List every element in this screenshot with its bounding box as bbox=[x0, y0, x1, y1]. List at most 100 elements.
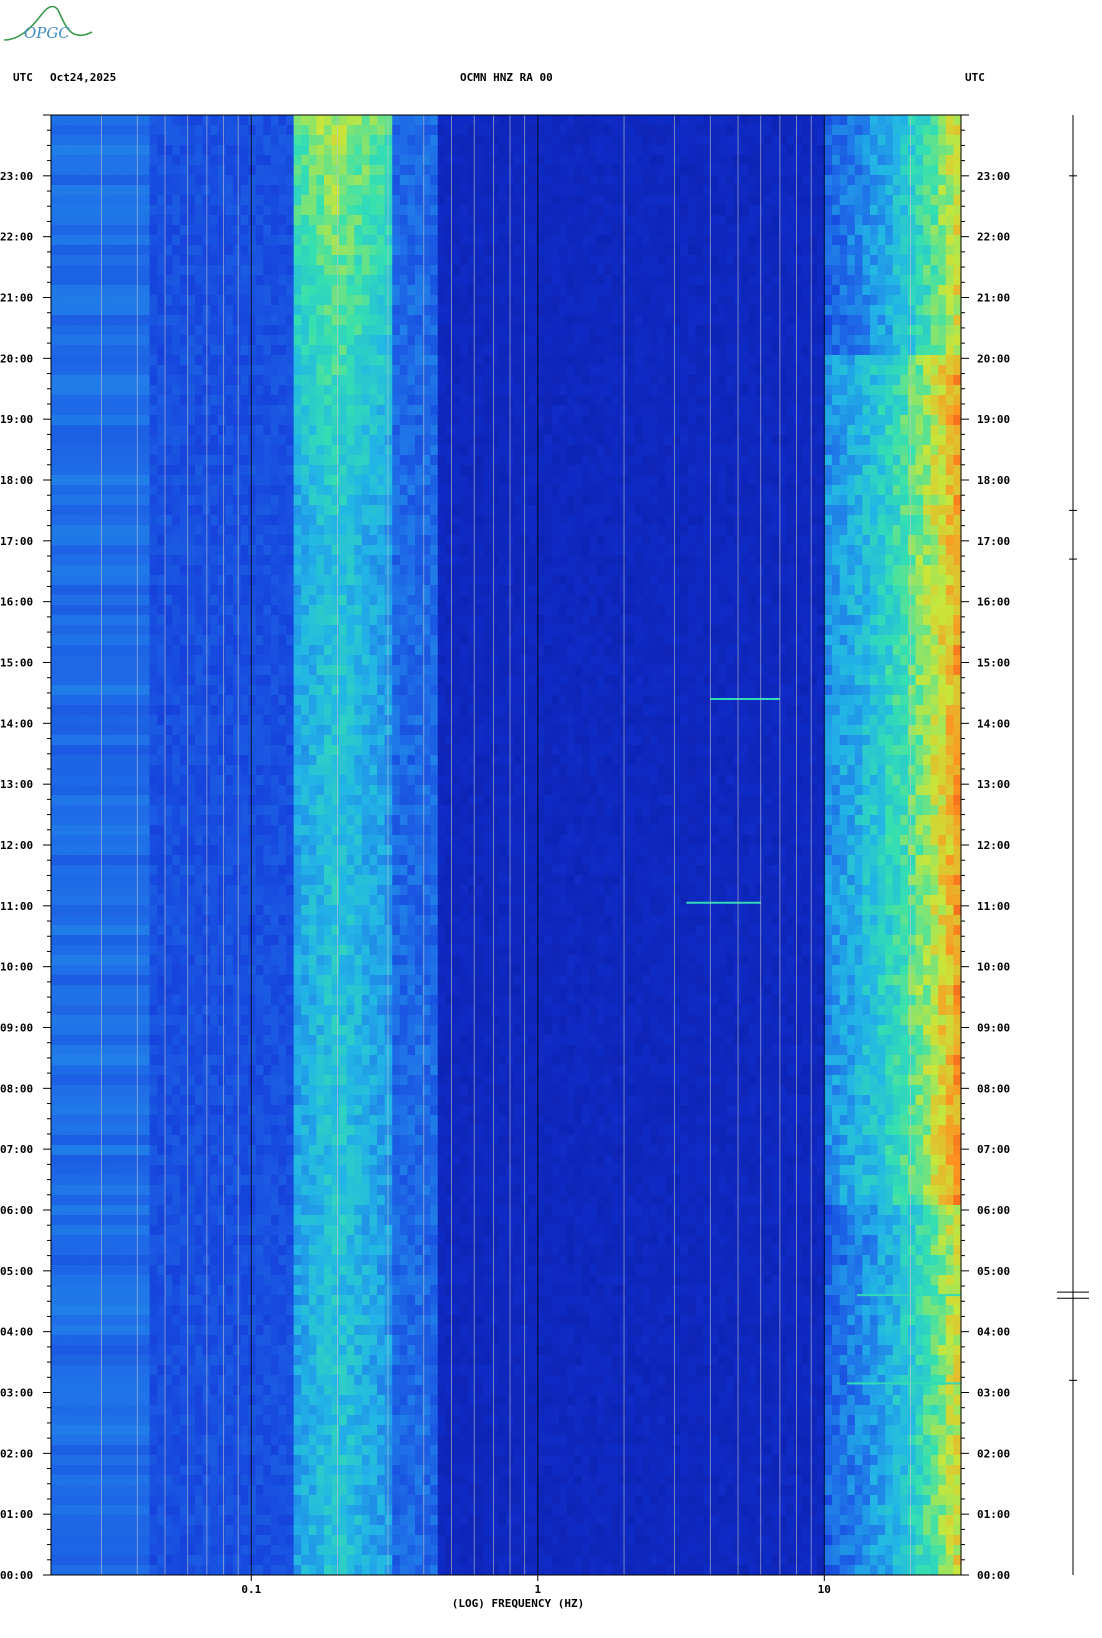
heatmap-cell bbox=[279, 545, 287, 555]
heatmap-cell bbox=[157, 245, 165, 255]
heatmap-cell bbox=[248, 1395, 256, 1405]
heatmap-cell bbox=[81, 245, 89, 255]
heatmap-cell bbox=[271, 385, 279, 395]
heatmap-cell bbox=[271, 1235, 279, 1245]
heatmap-cell bbox=[218, 785, 226, 795]
heatmap-cell bbox=[301, 1415, 309, 1425]
heatmap-cell bbox=[256, 185, 264, 195]
heatmap-cell bbox=[233, 1405, 241, 1415]
heatmap-cell bbox=[195, 255, 203, 265]
heatmap-cell bbox=[134, 1025, 142, 1035]
heatmap-cell bbox=[256, 1255, 264, 1265]
heatmap-cell bbox=[188, 995, 196, 1005]
heatmap-cell bbox=[51, 1015, 59, 1025]
heatmap-cell bbox=[112, 1295, 120, 1305]
heatmap-cell bbox=[89, 1025, 97, 1035]
heatmap-cell bbox=[51, 545, 59, 555]
heatmap-cell bbox=[119, 1095, 127, 1105]
heatmap-cell bbox=[218, 725, 226, 735]
heatmap-cell bbox=[66, 1455, 74, 1465]
heatmap-cell bbox=[248, 235, 256, 245]
heatmap-cell bbox=[134, 1185, 142, 1195]
heatmap-cell bbox=[66, 705, 74, 715]
heatmap-cell bbox=[225, 1385, 233, 1395]
heatmap-cell bbox=[59, 1115, 67, 1125]
heatmap-cell bbox=[119, 1385, 127, 1395]
heatmap-cell bbox=[119, 1075, 127, 1085]
heatmap-cell bbox=[157, 1295, 165, 1305]
heatmap-cell bbox=[165, 395, 173, 405]
heatmap-cell bbox=[119, 545, 127, 555]
heatmap-cell bbox=[127, 1475, 135, 1485]
heatmap-cell bbox=[188, 1215, 196, 1225]
heatmap-cell bbox=[142, 1335, 150, 1345]
heatmap-cell bbox=[142, 345, 150, 355]
heatmap-cell bbox=[81, 795, 89, 805]
heatmap-cell bbox=[134, 1315, 142, 1325]
heatmap-cell bbox=[294, 1525, 302, 1535]
heatmap-cell bbox=[104, 975, 112, 985]
heatmap-cell bbox=[271, 665, 279, 675]
heatmap-cell bbox=[74, 1285, 82, 1295]
heatmap-cell bbox=[210, 1035, 218, 1045]
heatmap-cell bbox=[97, 475, 105, 485]
heatmap-cell bbox=[233, 1205, 241, 1215]
heatmap-cell bbox=[74, 215, 82, 225]
heatmap-cell bbox=[165, 115, 173, 125]
heatmap-cell bbox=[142, 665, 150, 675]
heatmap-cell bbox=[301, 645, 309, 655]
heatmap-cell bbox=[279, 895, 287, 905]
heatmap-cell bbox=[294, 1095, 302, 1105]
heatmap-cell bbox=[142, 425, 150, 435]
heatmap-cell bbox=[97, 1485, 105, 1495]
heatmap-cell bbox=[172, 525, 180, 535]
heatmap-cell bbox=[279, 715, 287, 725]
heatmap-cell bbox=[286, 375, 294, 385]
heatmap-cell bbox=[279, 115, 287, 125]
heatmap-cell bbox=[81, 1335, 89, 1345]
heatmap-cell bbox=[142, 1155, 150, 1165]
heatmap-cell bbox=[210, 1065, 218, 1075]
heatmap-cell bbox=[301, 675, 309, 685]
heatmap-cell bbox=[165, 1345, 173, 1355]
heatmap-cell bbox=[294, 315, 302, 325]
heatmap-cell bbox=[51, 245, 59, 255]
heatmap-cell bbox=[112, 1405, 120, 1415]
heatmap-cell bbox=[51, 1395, 59, 1405]
heatmap-cell bbox=[127, 1105, 135, 1115]
heatmap-cell bbox=[81, 905, 89, 915]
heatmap-cell bbox=[157, 505, 165, 515]
heatmap-cell bbox=[248, 535, 256, 545]
heatmap-cell bbox=[263, 1395, 271, 1405]
heatmap-cell bbox=[195, 1515, 203, 1525]
heatmap-cell bbox=[157, 925, 165, 935]
heatmap-cell bbox=[256, 1385, 264, 1395]
heatmap-cell bbox=[256, 745, 264, 755]
heatmap-cell bbox=[142, 1115, 150, 1125]
heatmap-cell bbox=[271, 335, 279, 345]
heatmap-cell bbox=[157, 995, 165, 1005]
heatmap-cell bbox=[263, 805, 271, 815]
heatmap-cell bbox=[233, 375, 241, 385]
heatmap-cell bbox=[172, 1035, 180, 1045]
heatmap-cell bbox=[150, 615, 158, 625]
heatmap-cell bbox=[165, 1285, 173, 1295]
heatmap-cell bbox=[286, 1525, 294, 1535]
heatmap-cell bbox=[112, 555, 120, 565]
heatmap-cell bbox=[248, 275, 256, 285]
heatmap-cell bbox=[210, 655, 218, 665]
heatmap-cell bbox=[188, 1155, 196, 1165]
heatmap-cell bbox=[74, 435, 82, 445]
heatmap-cell bbox=[210, 455, 218, 465]
heatmap-cell bbox=[263, 1475, 271, 1485]
heatmap-cell bbox=[256, 885, 264, 895]
heatmap-cell bbox=[294, 575, 302, 585]
heatmap-cell bbox=[241, 725, 249, 735]
heatmap-cell bbox=[172, 675, 180, 685]
heatmap-cell bbox=[150, 895, 158, 905]
heatmap-cell bbox=[286, 885, 294, 895]
heatmap-cell bbox=[180, 1125, 188, 1135]
heatmap-cell bbox=[66, 175, 74, 185]
heatmap-cell bbox=[294, 955, 302, 965]
heatmap-cell bbox=[210, 885, 218, 895]
